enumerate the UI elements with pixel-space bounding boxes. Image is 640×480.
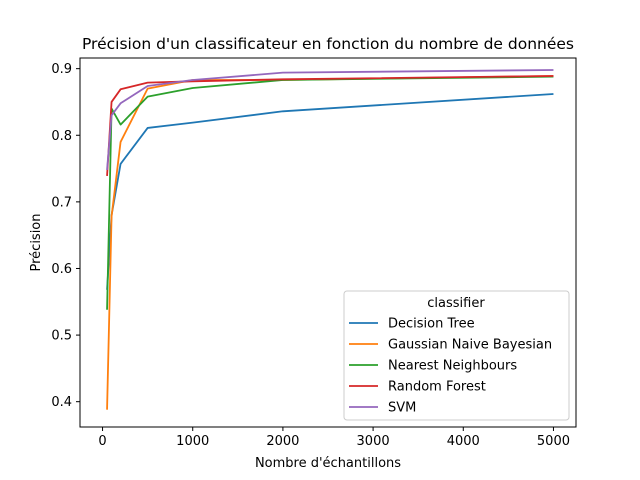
y-tick-label: 0.4 [51, 395, 72, 410]
legend: classifier Decision Tree Gaussian Naive B… [343, 290, 570, 421]
legend-box [343, 290, 570, 421]
x-tick-label: 0 [98, 434, 106, 449]
y-axis: 0.4 0.5 0.6 0.7 0.8 0.9 [51, 62, 80, 410]
series-line-decision-tree [106, 93, 554, 290]
legend-title: classifier [427, 296, 485, 311]
x-axis-label: Nombre d'échantillons [255, 456, 401, 471]
legend-label: SVM [388, 401, 416, 416]
series-line-svm [106, 69, 554, 170]
x-tick-label: 4000 [447, 434, 480, 449]
legend-label: Decision Tree [388, 317, 475, 332]
x-tick-label: 2000 [266, 434, 299, 449]
y-tick-label: 0.7 [51, 195, 72, 210]
chart-title: Précision d'un classificateur en fonctio… [82, 35, 574, 53]
x-tick-label: 3000 [357, 434, 390, 449]
y-axis-label: Précision [29, 213, 44, 271]
series-line-random-forest [106, 75, 554, 176]
y-tick-label: 0.9 [51, 62, 72, 77]
legend-items: Decision Tree Gaussian Naive Bayesian Near… [349, 317, 552, 416]
legend-label: Gaussian Naive Bayesian [388, 338, 552, 353]
y-tick-label: 0.5 [51, 329, 72, 344]
legend-label: Random Forest [388, 380, 486, 395]
x-axis: 0 1000 2000 3000 4000 5000 [98, 427, 570, 449]
x-tick-label: 1000 [176, 434, 209, 449]
legend-label: Nearest Neighbours [388, 359, 517, 374]
series-layer [106, 69, 554, 410]
x-tick-label: 5000 [537, 434, 570, 449]
y-tick-label: 0.6 [51, 262, 72, 277]
y-tick-label: 0.8 [51, 129, 72, 144]
plot-frame [79, 57, 577, 428]
series-line-nearest-neighbours [106, 75, 554, 310]
